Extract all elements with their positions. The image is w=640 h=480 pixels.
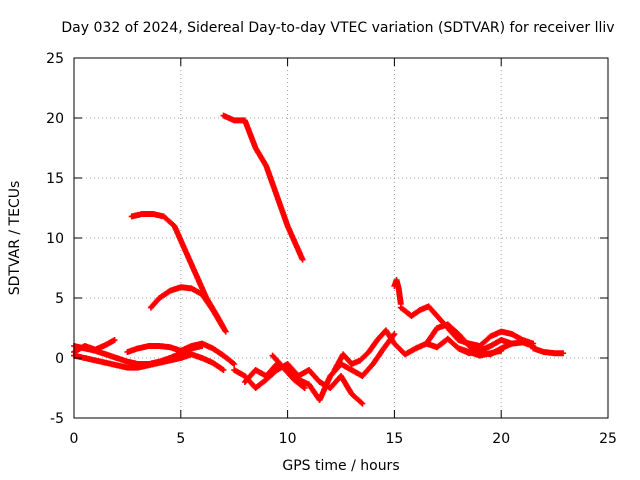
data-point-markers (269, 352, 308, 391)
series-track-k (331, 327, 537, 373)
x-tick-label: 25 (599, 431, 617, 447)
data-point-markers (331, 327, 537, 373)
data-layer (71, 112, 567, 407)
y-tick-label: 0 (55, 351, 64, 367)
y-tick-label: 10 (46, 231, 64, 247)
series-track-g (220, 112, 306, 263)
data-point-markers (124, 340, 238, 367)
data-point-markers (455, 345, 505, 359)
y-tick-label: 25 (46, 51, 64, 67)
x-axis-title: GPS time / hours (282, 458, 399, 474)
data-point-markers (530, 345, 567, 357)
x-tick-label: 5 (176, 431, 185, 447)
y-tick-label: 20 (46, 111, 64, 127)
series-track-l (391, 277, 404, 307)
y-axis-title: SDTVAR / TECUs (7, 181, 23, 296)
series-track-p (530, 345, 567, 357)
series-track-j (269, 352, 308, 391)
series-track-f (124, 340, 238, 367)
x-tick-label: 0 (70, 431, 79, 447)
data-point-markers (147, 284, 227, 331)
x-tick-label: 20 (492, 431, 510, 447)
chart-title: Day 032 of 2024, Sidereal Day-to-day VTE… (61, 20, 614, 36)
y-tick-label: 15 (46, 171, 64, 187)
y-tick-label: -5 (50, 411, 64, 427)
series-track-e (147, 284, 227, 331)
data-point-markers (71, 351, 227, 373)
y-tick-label: 5 (55, 291, 64, 307)
ticks: 0 5 10 15 20 25 -5 0 5 10 15 20 25 (46, 51, 617, 447)
series-track-o (455, 345, 505, 359)
x-tick-label: 10 (279, 431, 297, 447)
series-track-b (71, 351, 227, 373)
data-point-markers (391, 277, 404, 307)
x-tick-label: 15 (385, 431, 403, 447)
data-point-markers (220, 112, 306, 263)
